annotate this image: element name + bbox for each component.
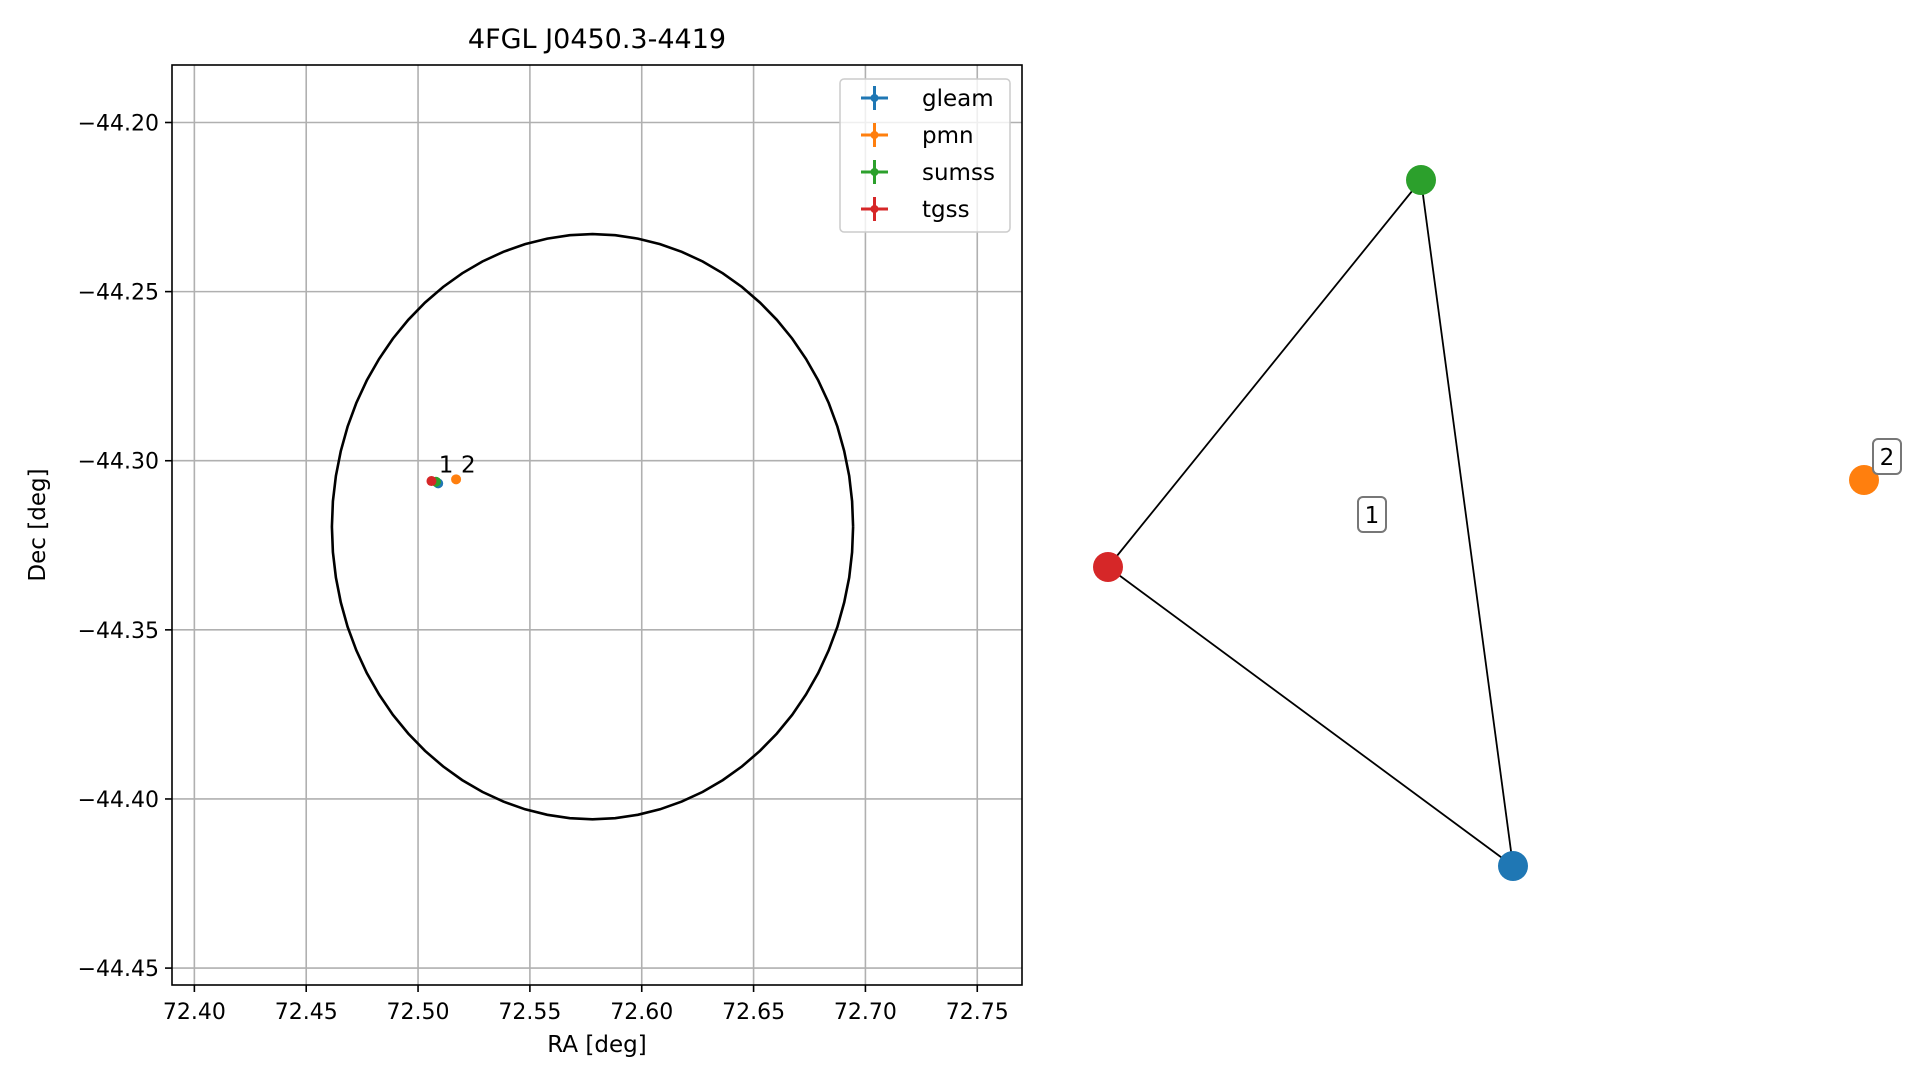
y-tick-label: −44.35 xyxy=(78,619,159,644)
group-label-1-text: 1 xyxy=(1365,503,1380,529)
legend: gleam pmn sumss tgss xyxy=(839,78,1011,233)
legend-label-gleam: gleam xyxy=(922,86,994,112)
y-tick-label: −44.45 xyxy=(78,957,159,982)
point-tgss xyxy=(426,476,437,487)
group-label-2-text: 2 xyxy=(1880,445,1895,471)
y-tick-label: −44.40 xyxy=(78,788,159,813)
point-annotation: 2 xyxy=(461,453,476,479)
legend-label-pmn: pmn xyxy=(922,123,974,149)
x-tick-label: 72.50 xyxy=(387,1000,450,1025)
node-tgss xyxy=(1093,552,1123,582)
group-label-2-box xyxy=(1872,438,1902,475)
legend-marker-gleam xyxy=(870,94,879,102)
legend-label-sumss: sumss xyxy=(922,160,995,186)
chart-title: 4FGL J0450.3-4419 xyxy=(468,24,726,55)
plot-frame xyxy=(171,64,1023,986)
legend-marker-sumss xyxy=(870,168,879,176)
legend-frame xyxy=(839,78,1011,233)
legend-marker-pmn xyxy=(870,131,879,139)
network-panel: 1 2 xyxy=(1093,165,1902,881)
legend-items: gleam pmn sumss tgss xyxy=(861,86,995,223)
grid-layer xyxy=(172,65,1022,985)
point-annotation: 1 xyxy=(439,453,454,479)
x-tick-label: 72.40 xyxy=(163,1000,226,1025)
x-tick-label: 72.45 xyxy=(275,1000,338,1025)
x-tick-label: 72.60 xyxy=(610,1000,673,1025)
x-tick-label: 72.55 xyxy=(498,1000,561,1025)
group-label-1: 1 xyxy=(1357,496,1387,533)
node-sumss xyxy=(1406,165,1436,195)
group-label-2: 2 xyxy=(1872,438,1902,475)
y-tick-label: −44.20 xyxy=(78,112,159,137)
ellipse-layer xyxy=(330,232,855,821)
node-gleam xyxy=(1498,851,1528,881)
x-axis-label: RA [deg] xyxy=(547,1032,646,1058)
node-pmn xyxy=(1849,465,1879,495)
tick-layer: 72.40 72.45 72.50 72.55 72.60 72.65 72.70 72.75… xyxy=(78,112,1009,1026)
x-tick-label: 72.75 xyxy=(946,1000,1009,1025)
legend-marker-tgss xyxy=(870,205,879,213)
edge-tgss-gleam xyxy=(1107,566,1514,867)
x-tick-label: 72.70 xyxy=(834,1000,897,1025)
x-tick-label: 72.65 xyxy=(722,1000,785,1025)
edge-sumss-tgss xyxy=(1107,179,1422,568)
group-label-1-box xyxy=(1357,496,1387,533)
edge-sumss-gleam xyxy=(1420,179,1514,867)
y-tick-label: −44.25 xyxy=(78,281,159,306)
localization-ellipse xyxy=(330,232,855,821)
y-axis-label: Dec [deg] xyxy=(25,468,51,581)
legend-label-tgss: tgss xyxy=(922,197,970,223)
points-layer xyxy=(426,474,462,489)
point-pmn xyxy=(451,474,462,485)
y-tick-label: −44.30 xyxy=(78,450,159,475)
